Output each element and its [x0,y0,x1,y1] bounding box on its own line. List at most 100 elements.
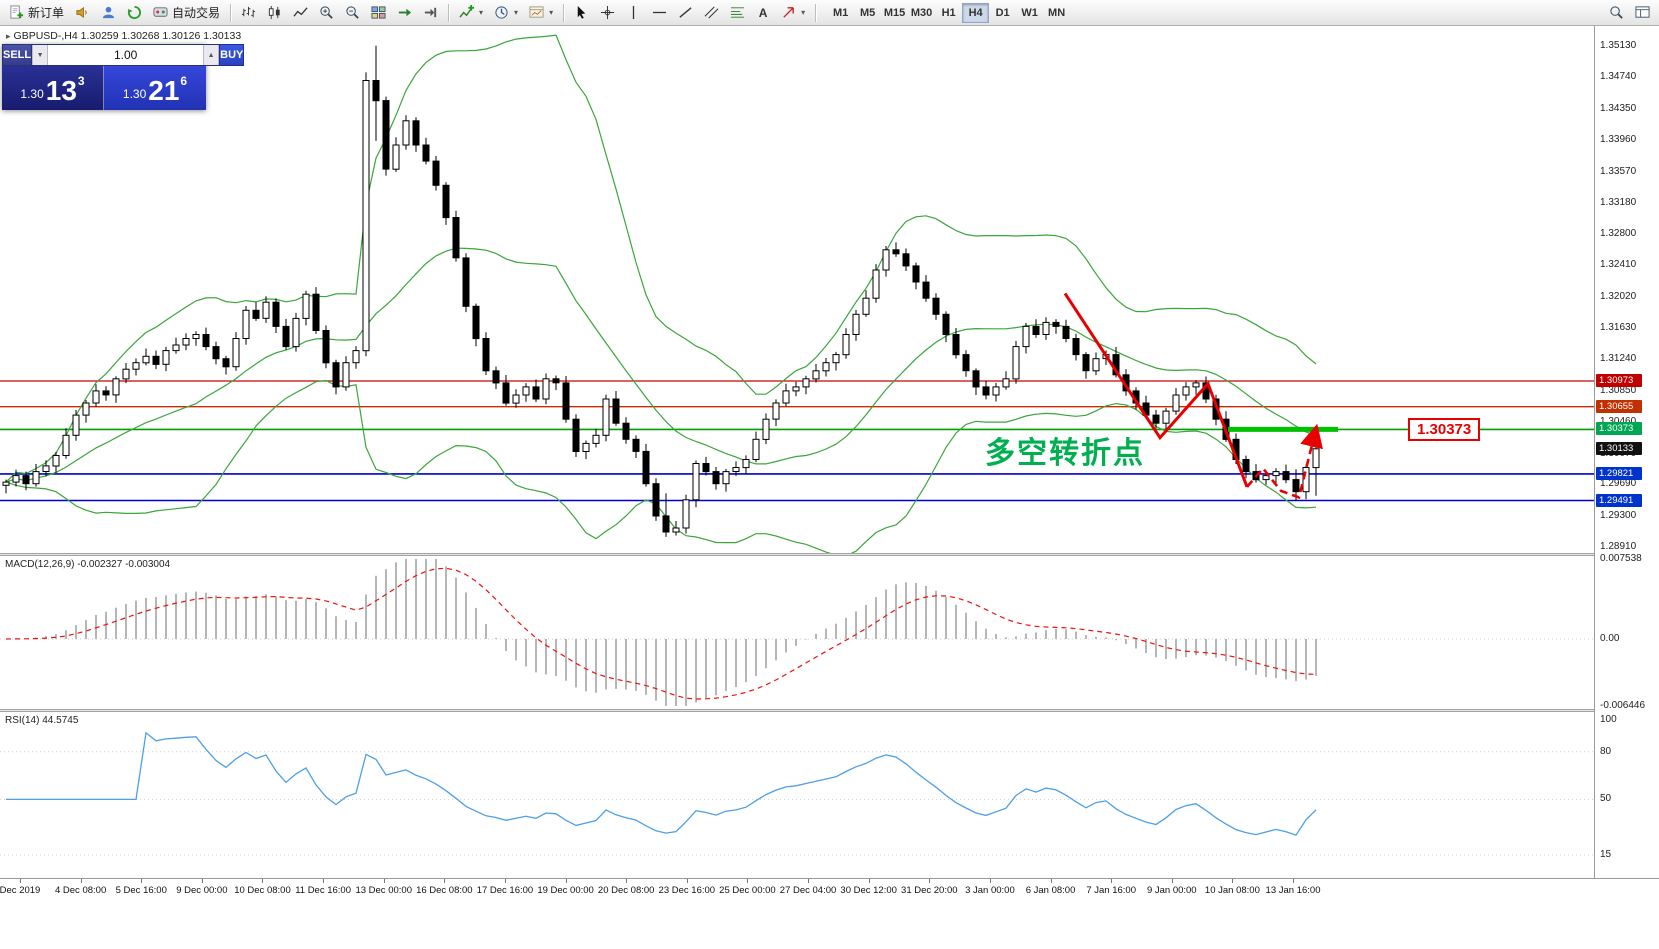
indicators-button[interactable]: ▾ [454,2,488,24]
zoom-in-button[interactable] [314,2,339,24]
rsi-pane[interactable] [0,712,1594,878]
pane-splitter[interactable] [0,709,1659,712]
time-axis-label: Dec 2019 [0,885,41,896]
price-tick-label: 1.29690 [1600,478,1637,490]
periods-button[interactable]: ▾ [489,2,523,24]
cursor-button[interactable] [569,2,594,24]
price-tick-label: 1.34740 [1600,71,1637,83]
price-tick-label: 1.33180 [1600,197,1637,209]
buy-price-big: 21 [148,75,180,106]
timeframe-button-h4[interactable]: H4 [962,2,990,23]
text-tool-button[interactable]: A [751,2,775,24]
timeframe-button-m1[interactable]: M1 [832,6,849,19]
sell-price-prefix: 1.30 [20,87,44,101]
channel-tool-button[interactable] [699,2,724,24]
crosshair-button[interactable] [595,2,620,24]
rsi-indicator-label: RSI(14) 44.5745 [5,715,79,726]
rsi-scale-label: 80 [1600,745,1612,757]
new-order-icon [10,5,24,19]
horizontal-level-lines [0,380,1594,502]
chart-shift-button[interactable] [418,2,443,24]
volume-input[interactable] [48,45,204,65]
tile-windows-button[interactable] [366,2,391,24]
macd-scale-label: -0.006446 [1600,700,1646,711]
buy-button[interactable]: BUY [219,44,245,66]
timeframe-button-mn[interactable]: MN [1048,6,1066,19]
buy-price-prefix: 1.30 [122,87,147,101]
timeframe-button-w1[interactable]: W1 [1021,6,1038,19]
time-axis-label: 13 Dec 00:00 [355,885,412,896]
sound-icon [76,6,87,19]
macd-signal-line [5,567,1317,700]
time-axis-label: 9 Dec 00:00 [176,885,228,896]
sell-price-button[interactable]: 1.30 13 3 [2,66,104,110]
price-badge: 1.30133 [1596,441,1642,455]
trend-annotation-dashed [1246,423,1323,500]
vertical-line-tool-button[interactable] [621,2,646,24]
trendline-tool-button[interactable] [673,2,698,24]
time-axis-tick [1111,879,1113,883]
fibonacci-tool-button[interactable] [725,2,750,24]
macd-pane[interactable] [0,556,1594,709]
time-axis-tick [20,879,21,883]
auto-trading-button[interactable]: 自动交易 [148,2,225,24]
timeframe-button-m30[interactable]: M30 [910,6,933,19]
crosshair-icon [601,5,615,20]
time-axis-tick [626,879,628,883]
chart-title-text: GBPUSD-,H4 1.30259 1.30268 1.30126 1.301… [13,30,242,42]
timeframe-button-m15[interactable]: M15 [883,6,906,19]
rsi-scale-label: 100 [1600,714,1617,725]
buy-price-button[interactable]: 1.30 21 6 [104,66,206,110]
timeframe-button-m5[interactable]: M5 [859,6,876,19]
main-chart-pane[interactable] [0,24,1594,553]
time-axis-tick [747,879,749,883]
sell-button[interactable]: SELL [2,44,33,66]
price-tick-label: 1.32020 [1600,290,1637,302]
cursor-icon [577,5,586,19]
price-tick-label: 1.28910 [1600,541,1637,553]
horizontal-line-tool-button[interactable] [647,2,672,24]
templates-button[interactable]: ▾ [524,2,558,24]
auto-trading-icon [153,7,168,17]
time-axis-label: 31 Dec 20:00 [901,885,958,896]
buy-price-sup: 6 [180,74,188,88]
rsi-line [6,731,1317,836]
time-axis-tick [80,879,82,883]
volume-increase-button[interactable]: ▲ [203,45,220,65]
auto-trading-label: 自动交易 [172,6,221,20]
price-scale[interactable]: 1.35130 1.34740 1.34350 1.33960 1.33570 1.331… [1594,24,1659,878]
price-tick-label: 1.32410 [1600,259,1637,271]
collapse-icon[interactable]: ▸ [6,31,11,41]
pane-splitter[interactable] [0,553,1659,556]
volume-decrease-button[interactable]: ▼ [32,45,49,65]
arrows-tool-button[interactable]: ▾ [776,2,810,24]
zoom-out-icon [346,6,359,19]
candlestick-chart-button[interactable] [262,2,287,24]
timeframe-button-h1[interactable]: H1 [941,6,956,19]
macd-scale-label: 0.007538 [1600,553,1642,564]
time-axis[interactable]: Dec 2019 4 Dec 08:00 5 Dec 16:00 9 Dec 00:0… [0,878,1659,949]
sound-button[interactable] [70,2,95,24]
time-axis-label: 25 Dec 00:00 [719,885,776,896]
chart-title: ▸ GBPUSD-,H4 1.30259 1.30268 1.30126 1.30… [6,30,241,42]
zoom-out-button[interactable] [340,2,365,24]
new-order-button[interactable]: 新订单 [4,2,69,24]
toolbar-separator [230,3,232,22]
search-button[interactable] [1604,2,1629,24]
toolbar-separator [448,3,450,22]
toolbar: 新订单 自动交易 [0,0,1659,26]
bar-chart-button[interactable] [236,2,261,24]
time-axis-label: 23 Dec 16:00 [658,885,716,896]
line-chart-icon [293,7,308,17]
macd-scale-label: 0.00 [1600,633,1620,644]
horizontal-line-icon [653,11,667,14]
sell-price-sup: 3 [77,74,85,88]
profile-button[interactable] [96,2,121,24]
community-button[interactable] [122,2,147,24]
line-chart-button[interactable] [288,2,313,24]
auto-scroll-button[interactable] [392,2,417,24]
price-tick-label: 1.31630 [1600,322,1637,334]
time-axis-tick [989,879,991,883]
layout-button[interactable] [1630,2,1655,24]
timeframe-button-d1[interactable]: D1 [995,6,1010,19]
